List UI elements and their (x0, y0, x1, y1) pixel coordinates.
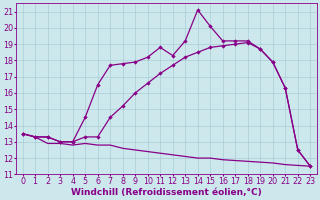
X-axis label: Windchill (Refroidissement éolien,°C): Windchill (Refroidissement éolien,°C) (71, 188, 262, 197)
